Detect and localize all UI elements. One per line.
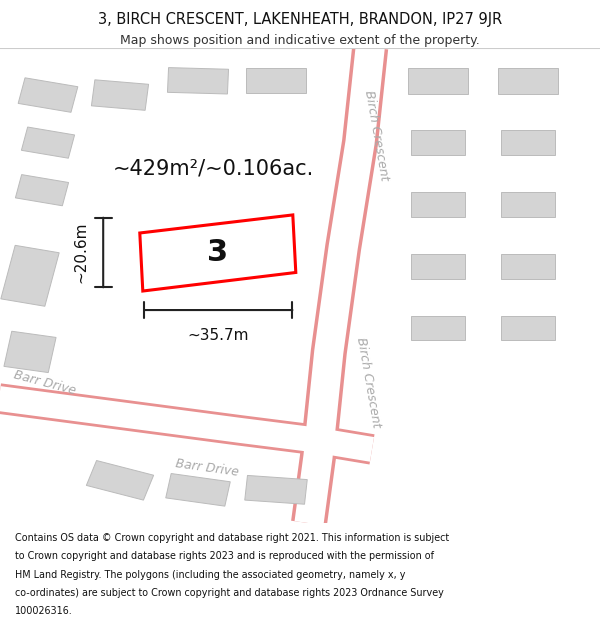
Text: co-ordinates) are subject to Crown copyright and database rights 2023 Ordnance S: co-ordinates) are subject to Crown copyr… bbox=[15, 588, 444, 598]
Bar bbox=[501, 130, 555, 155]
Bar bbox=[166, 474, 230, 506]
Text: Contains OS data © Crown copyright and database right 2021. This information is : Contains OS data © Crown copyright and d… bbox=[15, 533, 449, 543]
Text: Map shows position and indicative extent of the property.: Map shows position and indicative extent… bbox=[120, 34, 480, 48]
Bar bbox=[408, 68, 468, 94]
Text: HM Land Registry. The polygons (including the associated geometry, namely x, y: HM Land Registry. The polygons (includin… bbox=[15, 569, 406, 579]
Text: ~35.7m: ~35.7m bbox=[188, 328, 249, 343]
Bar bbox=[22, 127, 74, 158]
Bar bbox=[411, 192, 465, 217]
Text: Barr Drive: Barr Drive bbox=[175, 458, 239, 479]
Bar bbox=[4, 331, 56, 372]
Bar bbox=[1, 246, 59, 306]
Text: ~429m²/~0.106ac.: ~429m²/~0.106ac. bbox=[112, 159, 314, 179]
Bar bbox=[501, 316, 555, 341]
Bar bbox=[501, 192, 555, 217]
Bar bbox=[18, 78, 78, 112]
Bar bbox=[167, 68, 229, 94]
Bar bbox=[245, 476, 307, 504]
Text: 3, BIRCH CRESCENT, LAKENHEATH, BRANDON, IP27 9JR: 3, BIRCH CRESCENT, LAKENHEATH, BRANDON, … bbox=[98, 12, 502, 27]
Bar bbox=[411, 254, 465, 279]
Text: to Crown copyright and database rights 2023 and is reproduced with the permissio: to Crown copyright and database rights 2… bbox=[15, 551, 434, 561]
Text: Barr Drive: Barr Drive bbox=[13, 368, 77, 398]
Text: Birch Crescent: Birch Crescent bbox=[362, 89, 391, 182]
Bar bbox=[86, 461, 154, 500]
Bar bbox=[498, 68, 558, 94]
Text: 100026316.: 100026316. bbox=[15, 606, 73, 616]
Text: 3: 3 bbox=[207, 238, 229, 268]
Text: ~20.6m: ~20.6m bbox=[73, 222, 88, 283]
Bar bbox=[246, 68, 306, 93]
Bar bbox=[501, 254, 555, 279]
Text: Birch Crescent: Birch Crescent bbox=[354, 337, 383, 429]
Bar bbox=[411, 316, 465, 341]
Bar bbox=[411, 130, 465, 155]
Bar bbox=[91, 80, 149, 110]
Bar bbox=[16, 174, 68, 206]
